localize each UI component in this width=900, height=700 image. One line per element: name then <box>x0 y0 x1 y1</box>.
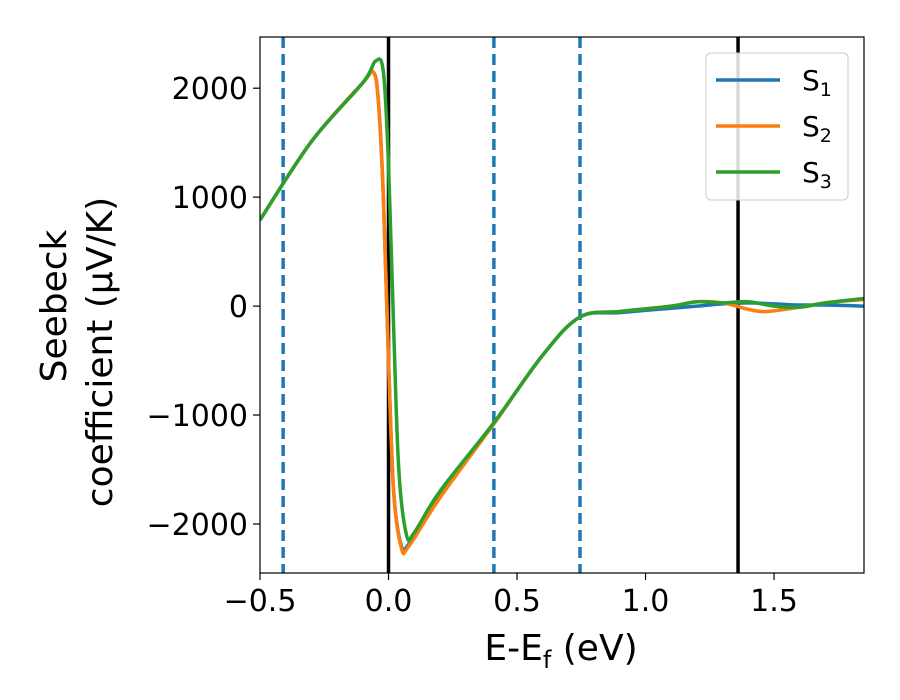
legend-label-s2: S2 <box>802 110 832 147</box>
x-tick-label: 0.5 <box>493 584 541 619</box>
y-tick-label: 2000 <box>172 72 248 107</box>
y-tick-label: −1000 <box>147 399 248 434</box>
series-line-s3 <box>260 57 864 543</box>
legend-label-s1: S1 <box>802 64 832 101</box>
series-lines <box>260 57 864 556</box>
y-tick-label: 0 <box>229 290 248 325</box>
x-axis-label: E-Ef (eV) <box>484 628 637 674</box>
y-axis-label-line2: coefficient (μV/K) <box>80 197 121 507</box>
y-axis-label-line1: Seebeck <box>34 229 75 382</box>
plot-frame <box>259 36 865 574</box>
x-tick-label: 0.0 <box>365 584 413 619</box>
x-axis-label-main: E-E <box>484 628 542 669</box>
y-axis-ticks: −2000 −1000 0 1000 2000 <box>147 72 260 543</box>
legend-label-s3: S3 <box>802 156 832 193</box>
y-tick-label: 1000 <box>172 181 248 216</box>
x-tick-label: −0.5 <box>224 584 297 619</box>
legend: S1 S2 S3 <box>705 52 849 201</box>
y-tick-label: −2000 <box>147 508 248 543</box>
x-axis-label-unit: (eV) <box>551 628 637 669</box>
x-tick-label: 1.5 <box>750 584 798 619</box>
x-axis-ticks: −0.5 0.0 0.5 1.0 1.5 <box>224 573 798 619</box>
series-line-s2 <box>260 69 864 556</box>
x-axis-label-sub: f <box>543 646 552 674</box>
x-tick-label: 1.0 <box>622 584 670 619</box>
